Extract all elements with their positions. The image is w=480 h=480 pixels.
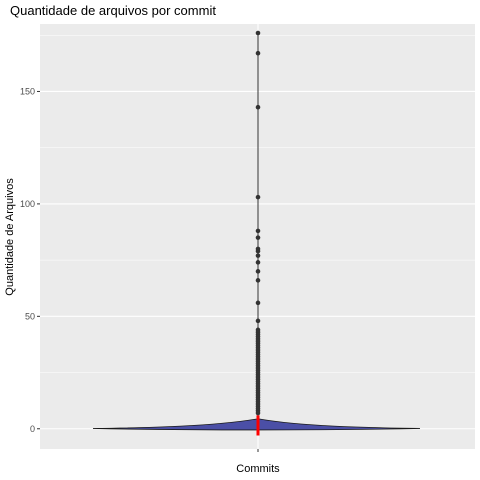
y-axis-label: Quantidade de Arquivos [4,178,16,296]
outlier-point [255,235,261,240]
x-axis-label: Commits [236,463,280,475]
outlier-point [255,228,261,234]
y-axis: 0 50 100 150 [20,86,40,434]
outlier-point [255,260,261,265]
outlier-point [255,278,261,283]
outlier-point [255,248,261,254]
outlier-point [255,194,261,200]
outlier-point [255,410,261,416]
outlier-point [255,253,261,258]
outlier-point [255,318,261,324]
chart-title: Quantidade de arquivos por commit [10,3,216,18]
y-tick-label: 100 [20,199,35,209]
outlier-point [255,50,261,56]
outlier-point [255,104,261,110]
outlier-points [255,30,261,416]
outlier-point [255,269,261,274]
y-tick-label: 50 [25,311,35,321]
outlier-point [255,30,261,36]
outlier-point [255,300,261,306]
y-tick-label: 150 [20,86,35,96]
y-tick-label: 0 [30,424,35,434]
